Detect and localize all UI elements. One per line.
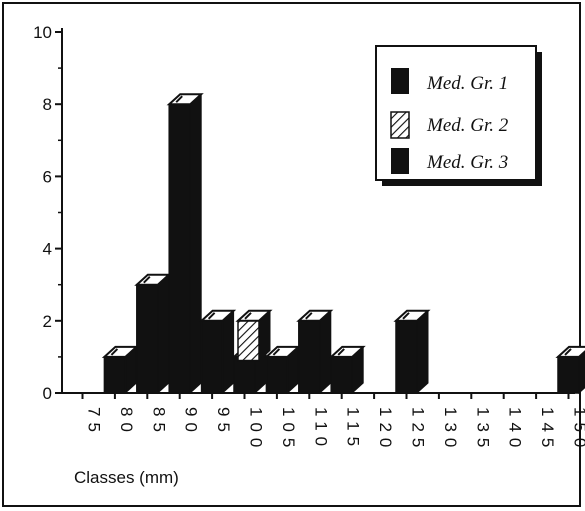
x-tick-label: 140 [506, 407, 525, 453]
legend-swatch-med-gr-2 [390, 111, 410, 139]
bar-med-gr-1-80 [101, 345, 139, 395]
y-tick-label: 8 [43, 95, 52, 114]
x-tick-label: 125 [409, 407, 428, 453]
bar-med-gr-1-150 [555, 345, 585, 395]
bar-med-gr-1-105 [263, 345, 301, 395]
x-tick-label: 85 [149, 407, 168, 438]
x-axis-label: Classes (mm) [74, 468, 179, 487]
legend-label-med-gr-3: Med. Gr. 3 [426, 152, 508, 173]
x-tick-label: 110 [311, 407, 330, 452]
x-tick-label: 80 [117, 407, 136, 438]
x-tick-label: 100 [247, 407, 266, 453]
legend-swatch-med-gr-1 [391, 68, 409, 94]
x-tick-label: 150 [571, 407, 585, 453]
x-tick-label: 130 [441, 407, 460, 453]
x-tick-label: 90 [182, 407, 201, 438]
bar-med-gr-1-95 [199, 309, 237, 395]
bar-med-gr-1-115 [328, 345, 366, 395]
bar-med-gr-2-100 [235, 309, 273, 362]
bar-med-gr-1-110 [296, 309, 334, 395]
legend-label-med-gr-1: Med. Gr. 1 [426, 73, 508, 94]
x-tick-label: 115 [344, 407, 363, 452]
x-tick-label: 145 [538, 407, 557, 453]
legend-label-med-gr-2: Med. Gr. 2 [426, 115, 509, 136]
y-tick-label: 4 [43, 240, 52, 259]
x-axis: 75 80 85 90 95 100 105 110 115 120 125 130 135 140 145… [62, 392, 585, 453]
y-tick-label: 2 [43, 312, 52, 331]
y-tick-label: 6 [43, 167, 52, 186]
y-tick-label: 10 [33, 23, 52, 42]
x-tick-label: 135 [473, 407, 492, 453]
x-tick-label: 105 [279, 407, 298, 453]
x-tick-label: 75 [85, 407, 104, 438]
bar-med-gr-1-125 [393, 309, 431, 395]
bar-med-gr-1-90 [166, 93, 204, 395]
legend-swatch-med-gr-3 [391, 148, 409, 174]
x-tick-label: 95 [214, 407, 233, 438]
x-tick-label: 120 [376, 407, 395, 453]
legend: Med. Gr. 1 Med. Gr. 2 Med. Gr. 3 [375, 45, 542, 186]
y-axis: 0 2 4 6 8 10 [33, 23, 63, 403]
bar-med-gr-1-85 [134, 273, 172, 395]
bars [101, 93, 585, 395]
y-tick-label: 0 [43, 384, 52, 403]
